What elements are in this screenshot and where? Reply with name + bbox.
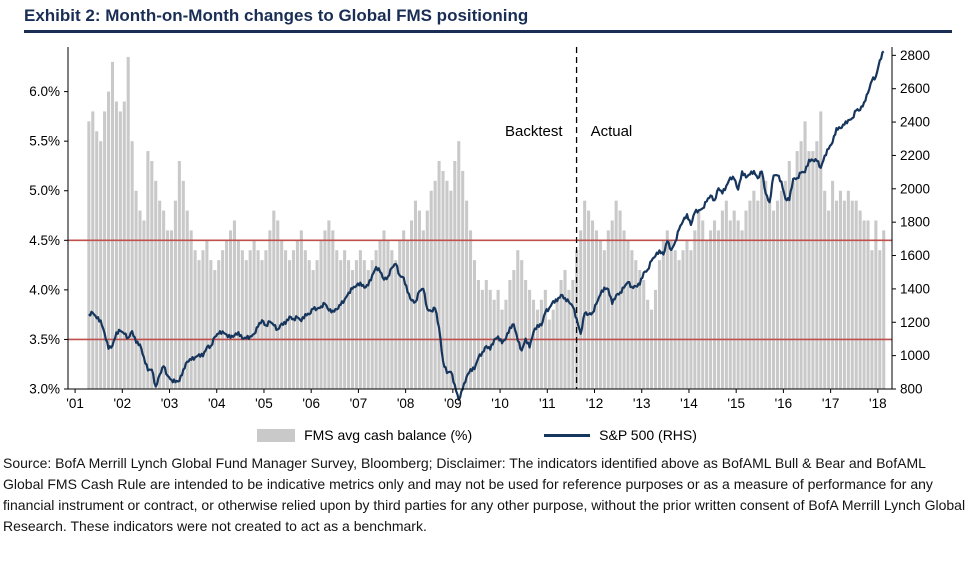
line-swatch-icon [544, 433, 591, 437]
svg-text:1600: 1600 [900, 248, 930, 263]
svg-text:2600: 2600 [900, 81, 930, 96]
svg-text:3.0%: 3.0% [29, 382, 60, 397]
svg-text:'03: '03 [161, 396, 179, 411]
svg-text:2800: 2800 [900, 48, 930, 63]
svg-text:2000: 2000 [900, 181, 930, 196]
svg-text:'10: '10 [491, 396, 509, 411]
svg-text:1000: 1000 [900, 348, 930, 363]
svg-text:'02: '02 [114, 396, 132, 411]
threshold-lines [68, 239, 892, 341]
legend-item-fms: FMS avg cash balance (%) [257, 427, 472, 443]
svg-text:1800: 1800 [900, 215, 930, 230]
svg-text:'13: '13 [633, 396, 651, 411]
legend-label-fms: FMS avg cash balance (%) [304, 427, 473, 443]
svg-text:5.0%: 5.0% [29, 183, 60, 198]
svg-text:'11: '11 [539, 396, 556, 411]
svg-text:'14: '14 [680, 396, 698, 411]
svg-text:5.5%: 5.5% [29, 134, 60, 149]
svg-text:'04: '04 [208, 396, 226, 411]
sp500-line [88, 50, 885, 401]
svg-text:'16: '16 [775, 396, 793, 411]
source-text: Source: BofA Merrill Lynch Global Fund M… [3, 455, 966, 534]
y-left-tick-labels: 3.0% 3.5% 4.0% 4.5% 5.0% 5.5% 6.0% [29, 84, 68, 397]
legend-item-sp500: S&P 500 (RHS) [544, 427, 697, 443]
backtest-label: Backtest [505, 123, 563, 140]
exhibit-title: Exhibit 2: Month-on-Month changes to Glo… [24, 6, 529, 25]
chart-svg: Backtest Actual 3.0% 3.5% 4.0% 4.5% 5.0% 5.5% 6.… [29, 47, 930, 411]
svg-text:'17: '17 [822, 396, 840, 411]
svg-text:'07: '07 [350, 396, 368, 411]
actual-label: Actual [591, 123, 633, 140]
svg-text:1400: 1400 [900, 281, 930, 296]
chart-header: Exhibit 2: Month-on-Month changes to Glo… [0, 0, 978, 26]
svg-text:'01: '01 [66, 396, 84, 411]
svg-text:3.5%: 3.5% [29, 332, 60, 347]
svg-text:'12: '12 [586, 396, 604, 411]
svg-text:'06: '06 [302, 396, 320, 411]
svg-text:1200: 1200 [900, 315, 930, 330]
svg-text:4.5%: 4.5% [29, 233, 60, 248]
svg-text:2400: 2400 [900, 115, 930, 130]
svg-text:'15: '15 [727, 396, 745, 411]
svg-text:'18: '18 [869, 396, 887, 411]
svg-text:'09: '09 [444, 396, 462, 411]
title-underline [24, 30, 952, 33]
svg-text:'08: '08 [397, 396, 415, 411]
chart-legend: FMS avg cash balance (%) S&P 500 (RHS) [0, 427, 954, 443]
y-right-tick-labels: 800 1000 1200 1400 1600 1800 2000 2200 2400 2600 2… [892, 48, 930, 397]
legend-label-sp500: S&P 500 (RHS) [599, 427, 697, 443]
svg-text:6.0%: 6.0% [29, 84, 60, 99]
svg-text:2200: 2200 [900, 148, 930, 163]
x-tick-labels: '01 '02 '03 '04 '05 '06 '07 '08 '09 '10 '11 '12 '13 '… [66, 389, 887, 411]
svg-text:4.0%: 4.0% [29, 282, 60, 297]
bar-swatch-icon [257, 428, 296, 442]
svg-text:800: 800 [900, 382, 923, 397]
svg-text:'05: '05 [255, 396, 273, 411]
